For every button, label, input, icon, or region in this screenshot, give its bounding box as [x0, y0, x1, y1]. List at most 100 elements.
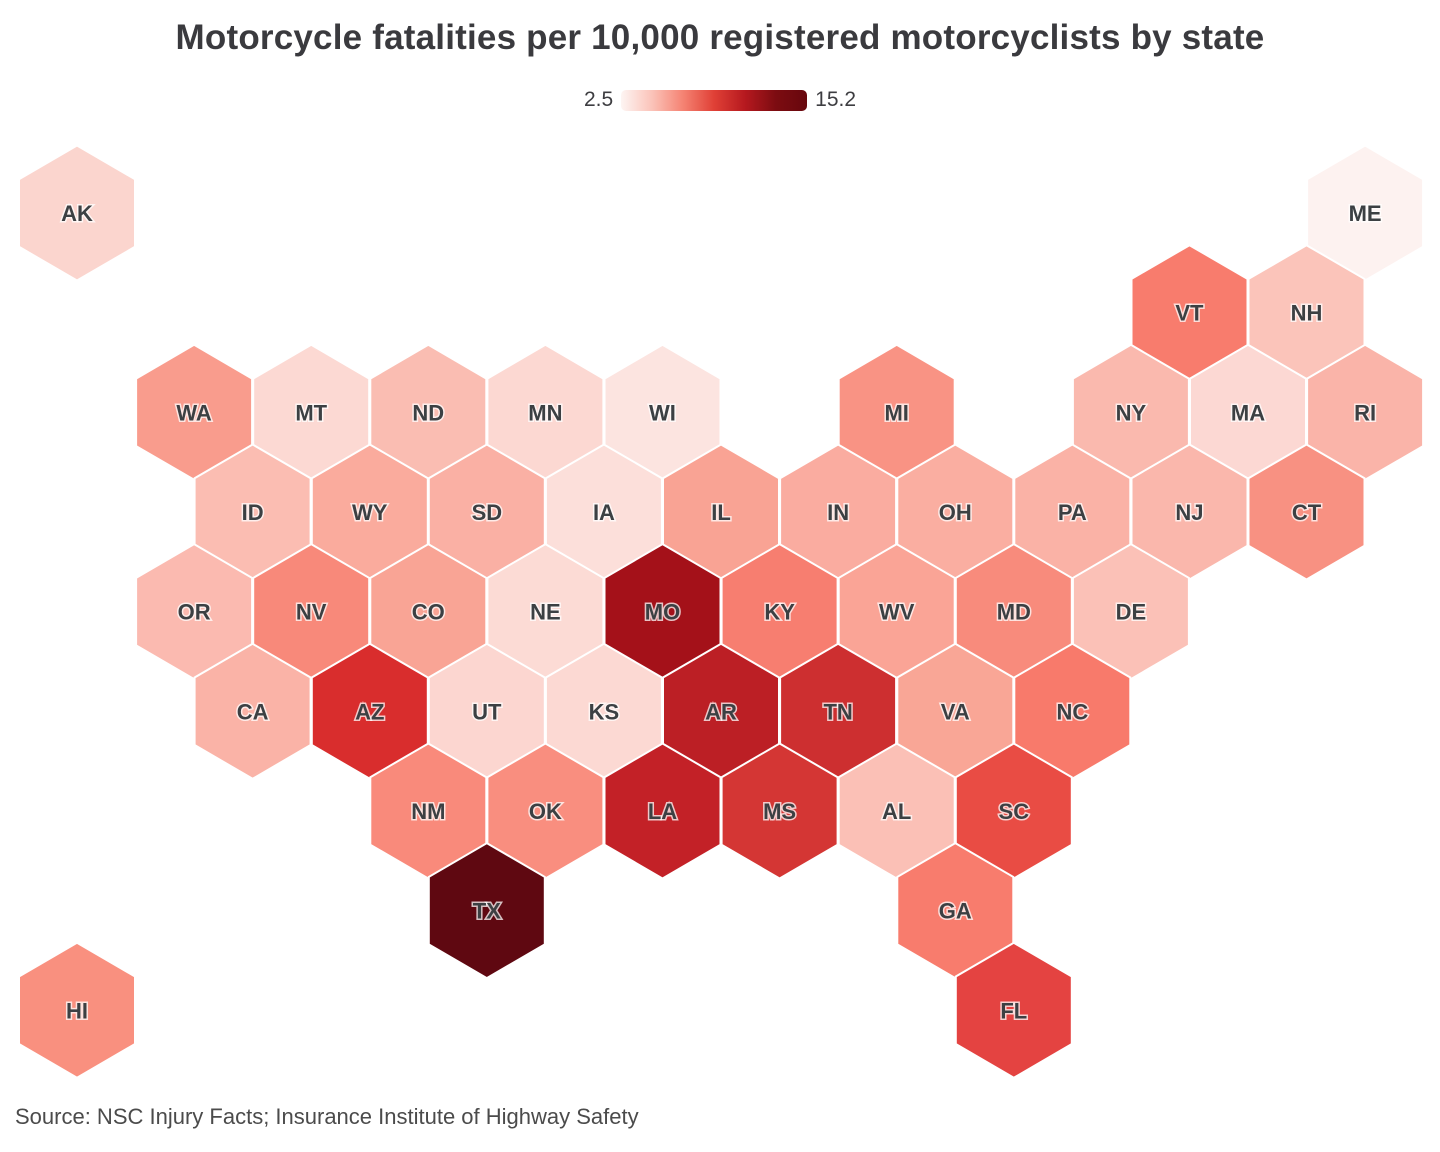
state-hex-CA[interactable]: CA — [193, 642, 312, 780]
state-label-ND: ND — [412, 400, 444, 425]
state-label-IN: IN — [827, 500, 849, 525]
state-label-WV: WV — [879, 600, 915, 625]
state-hex-AK[interactable]: AK — [18, 144, 136, 282]
state-label-UT: UT — [472, 699, 502, 724]
state-label-GA: GA — [939, 899, 972, 924]
state-hex-shape-FL[interactable] — [954, 941, 1073, 1079]
state-label-WA: WA — [176, 400, 212, 425]
state-label-TN: TN — [823, 699, 852, 724]
state-label-OH: OH — [939, 500, 972, 525]
source-attribution: Source: NSC Injury Facts; Insurance Inst… — [15, 1104, 639, 1129]
state-hex-ID[interactable]: ID — [193, 443, 312, 581]
state-hex-CO[interactable]: CO — [369, 542, 488, 681]
state-hex-shape-LA[interactable] — [603, 742, 722, 880]
state-hex-shape-MS[interactable] — [720, 742, 839, 880]
state-hex-WI[interactable]: WI — [603, 343, 722, 481]
legend-gradient-bar — [621, 89, 808, 111]
state-hex-AR[interactable]: AR — [662, 642, 780, 780]
state-label-MO: MO — [645, 600, 680, 625]
state-label-AZ: AZ — [355, 699, 384, 724]
state-hex-NY[interactable]: NY — [1071, 343, 1190, 481]
state-label-LA: LA — [648, 799, 677, 824]
state-label-MI: MI — [884, 400, 908, 425]
state-hex-HI[interactable]: HI — [18, 941, 136, 1079]
state-hex-SC[interactable]: SC — [954, 742, 1073, 880]
state-label-SD: SD — [472, 500, 503, 525]
state-label-KY: KY — [764, 600, 795, 625]
state-hex-KY[interactable]: KY — [720, 542, 839, 681]
state-hex-shape-TX[interactable] — [427, 841, 546, 980]
state-hex-OK[interactable]: OK — [486, 742, 605, 880]
state-hex-IL[interactable]: IL — [662, 443, 780, 581]
state-label-OK: OK — [529, 799, 562, 824]
state-label-WY: WY — [352, 500, 388, 525]
state-label-MD: MD — [997, 600, 1031, 625]
state-hex-shape-CT[interactable] — [1247, 443, 1366, 581]
state-label-CT: CT — [1292, 500, 1322, 525]
state-hex-shape-HI[interactable] — [18, 941, 136, 1079]
state-hex-MI[interactable]: MI — [837, 343, 956, 481]
state-label-MN: MN — [528, 400, 562, 425]
state-hex-WV[interactable]: WV — [837, 542, 956, 681]
state-label-HI: HI — [66, 998, 88, 1023]
state-label-TX: TX — [473, 899, 501, 924]
state-label-KS: KS — [589, 699, 620, 724]
state-label-VA: VA — [941, 699, 970, 724]
state-hex-DE[interactable]: DE — [1071, 542, 1190, 681]
state-label-MS: MS — [763, 799, 796, 824]
legend-min-label: 2.5 — [583, 88, 614, 111]
chart-title: Motorcycle fatalities per 10,000 registe… — [175, 18, 1265, 57]
state-label-IA: IA — [593, 500, 615, 525]
state-label-CO: CO — [412, 600, 445, 625]
state-label-PA: PA — [1058, 500, 1087, 525]
state-label-WI: WI — [649, 400, 676, 425]
color-legend: 2.5 15.2 — [0, 88, 1440, 112]
state-label-RI: RI — [1354, 400, 1376, 425]
state-label-NY: NY — [1116, 400, 1147, 425]
legend-max-label: 15.2 — [815, 88, 857, 111]
state-label-SC: SC — [999, 799, 1030, 824]
state-hex-NC[interactable]: NC — [1013, 642, 1132, 780]
state-label-NE: NE — [530, 600, 561, 625]
state-label-DE: DE — [1116, 600, 1147, 625]
state-hex-TN[interactable]: TN — [779, 642, 898, 780]
state-label-ID: ID — [242, 500, 264, 525]
state-hex-FL[interactable]: FL — [954, 941, 1073, 1079]
state-hex-MS[interactable]: MS — [720, 742, 839, 880]
state-hex-AZ[interactable]: AZ — [310, 642, 429, 780]
state-hex-VT[interactable]: VT — [1130, 244, 1249, 382]
state-hex-NE[interactable]: NE — [486, 542, 605, 681]
state-label-NJ: NJ — [1175, 500, 1203, 525]
state-hex-UT[interactable]: UT — [427, 642, 546, 780]
state-hex-IA[interactable]: IA — [544, 443, 663, 581]
state-label-VT: VT — [1175, 301, 1204, 326]
state-hex-AL[interactable]: AL — [837, 742, 956, 880]
state-label-FL: FL — [1000, 998, 1027, 1023]
state-label-NC: NC — [1056, 699, 1088, 724]
state-hex-PA[interactable]: PA — [1013, 443, 1132, 581]
state-hex-shape-AK[interactable] — [18, 144, 136, 282]
state-hex-CT[interactable]: CT — [1247, 443, 1366, 581]
state-label-ME: ME — [1349, 201, 1382, 226]
state-hex-MA[interactable]: MA — [1189, 343, 1307, 481]
state-hex-LA[interactable]: LA — [603, 742, 722, 880]
state-hex-ME[interactable]: ME — [1306, 144, 1425, 282]
state-label-MA: MA — [1231, 400, 1265, 425]
state-label-AK: AK — [61, 201, 93, 226]
state-hex-IN[interactable]: IN — [779, 443, 898, 581]
state-label-CA: CA — [237, 699, 269, 724]
state-hex-GA[interactable]: GA — [896, 841, 1015, 980]
state-hex-TX[interactable]: TX — [427, 841, 546, 980]
state-hex-OR[interactable]: OR — [135, 542, 254, 681]
state-label-MT: MT — [295, 400, 327, 425]
state-label-OR: OR — [178, 600, 211, 625]
state-label-NV: NV — [296, 600, 327, 625]
state-hex-NV[interactable]: NV — [252, 542, 371, 681]
state-label-NM: NM — [411, 799, 445, 824]
state-hex-MO[interactable]: MO — [603, 542, 722, 681]
state-hex-shape-CA[interactable] — [193, 642, 312, 780]
state-label-AL: AL — [882, 799, 911, 824]
state-label-AR: AR — [705, 699, 737, 724]
